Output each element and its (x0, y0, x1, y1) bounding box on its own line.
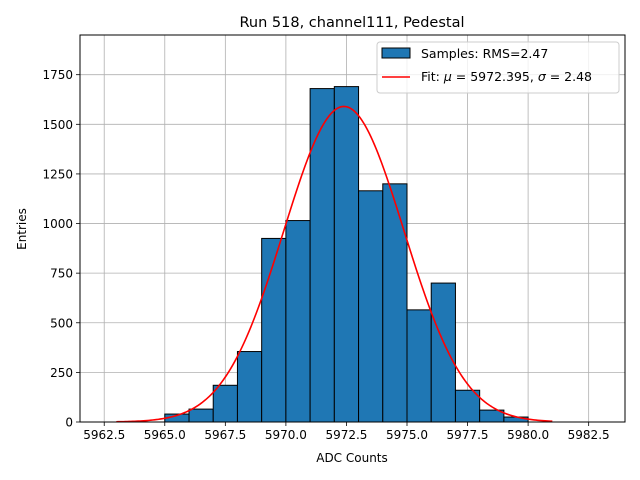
legend-fit-sigma-symbol: σ (538, 69, 547, 84)
histogram-bar (333, 86, 360, 423)
legend-box (376, 41, 620, 94)
y-axis-label: Entries (15, 208, 29, 250)
x-tick-label: 5972.5 (325, 428, 367, 442)
histogram-bar (261, 237, 287, 423)
y-tick-label: 1500 (42, 118, 73, 132)
y-tick-label: 750 (50, 267, 73, 281)
histogram-bars (164, 86, 529, 423)
y-tick-label: 1750 (42, 68, 73, 82)
fit-curve (116, 105, 553, 423)
x-tick-label: 5962.5 (83, 428, 125, 442)
histogram-bar (454, 389, 481, 423)
x-axis-label: ADC Counts (316, 451, 388, 465)
y-tick-label: 1000 (42, 217, 73, 231)
fit-curve-group (116, 105, 553, 423)
histogram-bar (430, 282, 456, 423)
legend-label-fit: Fit: μ = 5972.395, σ = 2.48 (421, 69, 592, 84)
histogram-bar (212, 384, 238, 423)
histogram-bar (236, 351, 263, 423)
y-tick-label: 250 (50, 366, 73, 380)
x-tick-label: 5980.0 (507, 428, 549, 442)
histogram-bar (358, 190, 384, 423)
histogram-bar (382, 183, 408, 423)
histogram-bar (309, 88, 335, 423)
x-tick-label: 5970.0 (265, 428, 307, 442)
y-tick-label: 0 (65, 416, 73, 430)
legend-swatch-histogram (381, 47, 411, 59)
y-tick-label: 1250 (42, 167, 73, 181)
x-tick-label: 5967.5 (204, 428, 246, 442)
legend-fit-sigma-value: = 2.48 (546, 69, 592, 84)
legend: Samples: RMS=2.47 Fit: μ = 5972.395, σ =… (376, 41, 620, 94)
x-axis-ticks: 5962.5 5965.0 5967.5 5970.0 5972.5 5975.0 5977… (83, 422, 610, 442)
x-tick-label: 5982.5 (568, 428, 610, 442)
plot-frame (79, 34, 626, 423)
x-tick-label: 5975.0 (386, 428, 428, 442)
histogram-bar (406, 309, 432, 423)
x-tick-label: 5965.0 (144, 428, 186, 442)
x-tick-label: 5977.5 (447, 428, 489, 442)
y-axis-ticks: 0 250 500 750 1000 1250 1500 1750 (42, 68, 80, 430)
histogram-bar (188, 408, 214, 423)
legend-fit-prefix: Fit: (421, 69, 444, 84)
legend-fit-mu-symbol: μ (443, 69, 452, 84)
legend-fit-mu-value: = 5972.395, (452, 69, 538, 84)
y-tick-label: 500 (50, 316, 73, 330)
histogram-bar (285, 220, 311, 423)
legend-label-histogram: Samples: RMS=2.47 (421, 46, 548, 61)
chart-title: Run 518, channel111, Pedestal (239, 15, 464, 31)
